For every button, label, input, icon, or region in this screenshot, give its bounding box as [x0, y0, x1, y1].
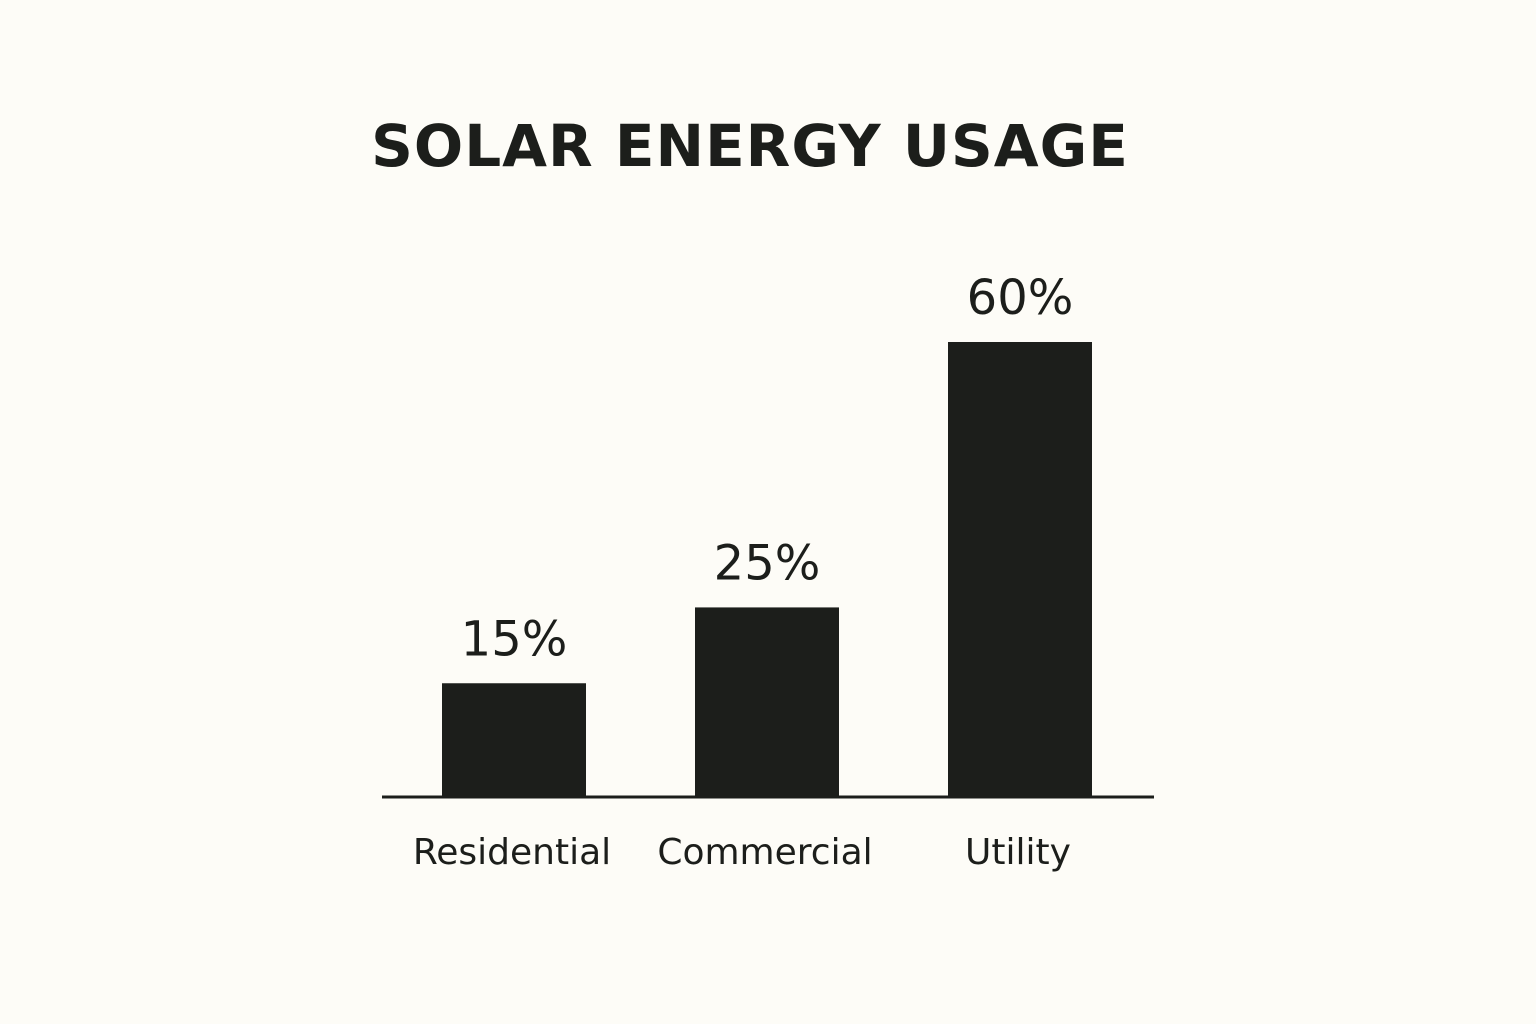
- category-label-utility: Utility: [965, 832, 1071, 873]
- value-label-residential: 15%: [461, 611, 568, 667]
- bars-group: [442, 342, 1092, 797]
- chart-title: SOLAR ENERGY USAGE: [371, 112, 1129, 180]
- value-label-utility: 60%: [967, 270, 1074, 326]
- bar-utility: [948, 342, 1092, 797]
- labels-group: 15% Residential 25% Commercial 60% Utility: [413, 270, 1074, 873]
- bar-commercial: [695, 607, 839, 797]
- category-label-residential: Residential: [413, 832, 611, 873]
- bar-residential: [442, 683, 586, 797]
- category-label-commercial: Commercial: [657, 832, 872, 873]
- value-label-commercial: 25%: [714, 535, 821, 591]
